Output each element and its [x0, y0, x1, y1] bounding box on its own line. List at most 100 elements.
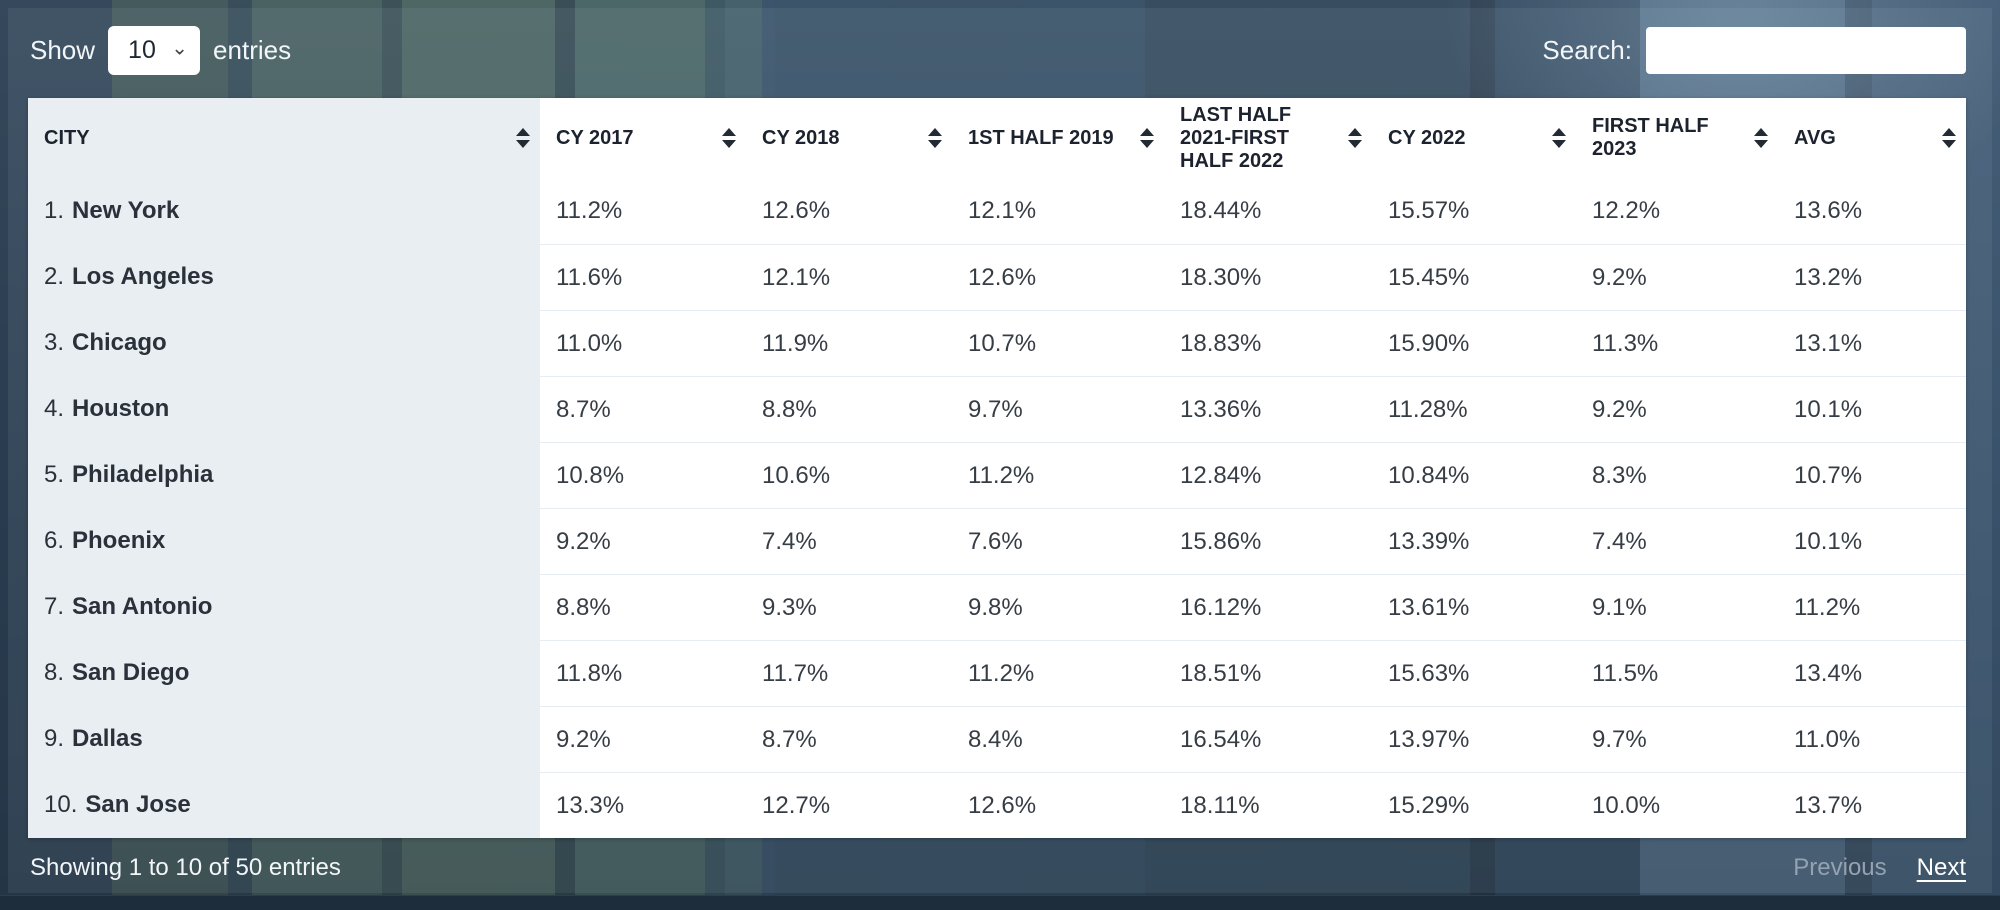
value-cell: 11.5% [1576, 640, 1778, 706]
value-cell: 15.57% [1372, 178, 1576, 244]
value-cell: 11.9% [746, 310, 952, 376]
value-cell: 11.2% [952, 442, 1164, 508]
value-cell: 13.4% [1778, 640, 1966, 706]
value-cell: 18.30% [1164, 244, 1372, 310]
value-cell: 18.44% [1164, 178, 1372, 244]
data-table: CITY CY 2017 CY 2018 1ST HALF 2019 LAST HALF… [28, 98, 1966, 838]
city-name: New York [72, 197, 180, 224]
row-rank: 9. [44, 725, 65, 752]
city-cell: 10. San Jose [28, 772, 540, 838]
value-cell: 15.29% [1372, 772, 1576, 838]
value-cell: 11.2% [952, 640, 1164, 706]
value-cell: 10.1% [1778, 508, 1966, 574]
value-cell: 12.6% [746, 178, 952, 244]
value-cell: 15.63% [1372, 640, 1576, 706]
table-row: 6. Phoenix 9.2% 7.4% 7.6% 15.86% 13.39% 7.4% 10.… [28, 508, 1966, 574]
value-cell: 11.7% [746, 640, 952, 706]
value-cell: 7.4% [1576, 508, 1778, 574]
value-cell: 9.2% [540, 706, 746, 772]
row-rank: 4. [44, 395, 65, 422]
table-row: 2. Los Angeles 11.6% 12.1% 12.6% 18.30% 15.45%… [28, 244, 1966, 310]
value-cell: 12.2% [1576, 178, 1778, 244]
value-cell: 10.0% [1576, 772, 1778, 838]
value-cell: 9.2% [1576, 244, 1778, 310]
value-cell: 10.6% [746, 442, 952, 508]
page-length-select-wrap: 10 ⌄ [108, 25, 201, 75]
table-row: 8. San Diego 11.8% 11.7% 11.2% 18.51% 15.63% 11… [28, 640, 1966, 706]
city-name: Los Angeles [72, 263, 214, 290]
value-cell: 12.1% [746, 244, 952, 310]
city-name: Dallas [72, 725, 143, 752]
entries-label: entries [213, 34, 292, 65]
city-cell: 3. Chicago [28, 310, 540, 376]
column-header-cy-2018[interactable]: CY 2018 [746, 98, 952, 178]
column-header-label: CITY [44, 126, 90, 149]
value-cell: 12.1% [952, 178, 1164, 244]
sort-both-icon [1754, 128, 1768, 148]
value-cell: 8.8% [540, 574, 746, 640]
city-name: San Jose [85, 791, 191, 818]
value-cell: 13.2% [1778, 244, 1966, 310]
sort-both-icon [928, 128, 942, 148]
value-cell: 8.7% [540, 376, 746, 442]
value-cell: 13.61% [1372, 574, 1576, 640]
value-cell: 9.3% [746, 574, 952, 640]
value-cell: 18.11% [1164, 772, 1372, 838]
table-controls: Show 10 ⌄ entries Search: [30, 22, 1966, 78]
sort-both-icon [1348, 128, 1362, 148]
column-header-avg[interactable]: AVG [1778, 98, 1966, 178]
column-header-1st-half-2019[interactable]: 1ST HALF 2019 [952, 98, 1164, 178]
sort-both-icon [1552, 128, 1566, 148]
previous-page-button[interactable]: Previous [1793, 854, 1887, 881]
pagination: Previous Next [1793, 854, 1966, 882]
table-row: 7. San Antonio 8.8% 9.3% 9.8% 16.12% 13.61% 9.1… [28, 574, 1966, 640]
row-rank: 7. [44, 593, 65, 620]
value-cell: 13.97% [1372, 706, 1576, 772]
value-cell: 10.7% [1778, 442, 1966, 508]
column-header-cy-2022[interactable]: CY 2022 [1372, 98, 1576, 178]
value-cell: 11.3% [1576, 310, 1778, 376]
value-cell: 9.7% [1576, 706, 1778, 772]
city-name: San Antonio [72, 593, 213, 620]
table-header-row: CITY CY 2017 CY 2018 1ST HALF 2019 LAST HALF… [28, 98, 1966, 178]
column-header-label: AVG [1794, 126, 1836, 149]
city-name: San Diego [72, 659, 190, 686]
table-row: 10. San Jose 13.3% 12.7% 12.6% 18.11% 15.29% 10… [28, 772, 1966, 838]
value-cell: 15.90% [1372, 310, 1576, 376]
next-page-button[interactable]: Next [1916, 854, 1966, 881]
city-cell: 7. San Antonio [28, 574, 540, 640]
column-header-first-half-2023[interactable]: FIRST HALF 2023 [1576, 98, 1778, 178]
column-header-label: CY 2017 [556, 126, 634, 149]
city-cell: 4. Houston [28, 376, 540, 442]
value-cell: 10.84% [1372, 442, 1576, 508]
column-header-label: 1ST HALF 2019 [968, 126, 1114, 149]
row-rank: 8. [44, 659, 65, 686]
value-cell: 13.36% [1164, 376, 1372, 442]
search-input[interactable] [1646, 26, 1966, 74]
city-name: Phoenix [72, 527, 166, 554]
column-header-cy-2017[interactable]: CY 2017 [540, 98, 746, 178]
value-cell: 11.2% [1778, 574, 1966, 640]
city-cell: 8. San Diego [28, 640, 540, 706]
column-header-last-half-2021-first-half-2022[interactable]: LAST HALF 2021-FIRST HALF 2022 [1164, 98, 1372, 178]
value-cell: 10.7% [952, 310, 1164, 376]
table-body: 1. New York 11.2% 12.6% 12.1% 18.44% 15.57% 12.… [28, 178, 1966, 838]
value-cell: 16.12% [1164, 574, 1372, 640]
column-header-city[interactable]: CITY [28, 98, 540, 178]
column-header-label: CY 2022 [1388, 126, 1466, 149]
value-cell: 11.28% [1372, 376, 1576, 442]
sort-both-icon [1942, 128, 1956, 148]
page-length-select[interactable]: 10 [108, 25, 201, 75]
sort-both-icon [722, 128, 736, 148]
value-cell: 8.3% [1576, 442, 1778, 508]
value-cell: 11.0% [540, 310, 746, 376]
background-bottom-strip [0, 895, 2000, 910]
value-cell: 7.6% [952, 508, 1164, 574]
value-cell: 8.8% [746, 376, 952, 442]
value-cell: 7.4% [746, 508, 952, 574]
value-cell: 9.7% [952, 376, 1164, 442]
value-cell: 16.54% [1164, 706, 1372, 772]
search-label: Search: [1542, 34, 1632, 65]
row-rank: 5. [44, 461, 65, 488]
value-cell: 13.3% [540, 772, 746, 838]
